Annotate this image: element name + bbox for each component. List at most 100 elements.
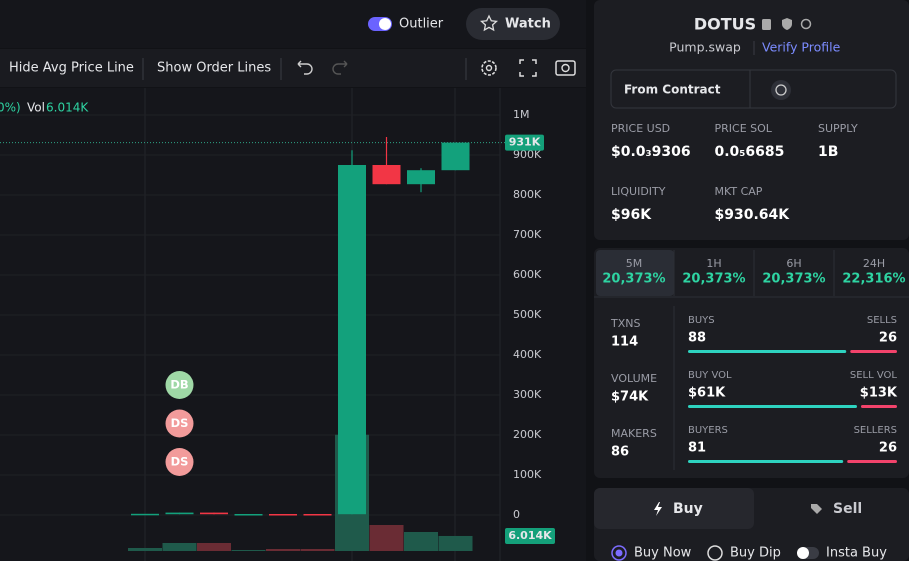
change-value: 20,373% (602, 272, 665, 287)
trade-marker-label: DS (171, 455, 189, 469)
candle-body (234, 514, 263, 516)
y-tick-label: 1M (513, 108, 530, 121)
price-label-bg (505, 134, 544, 151)
candle-body (131, 513, 159, 516)
radio-dot (615, 549, 623, 557)
flow-right-label: SELLS (867, 315, 897, 326)
volume-bar (300, 549, 335, 551)
y-tick-label: 800K (513, 188, 542, 201)
search-icon[interactable] (800, 18, 812, 30)
radio[interactable] (707, 545, 723, 561)
candle-body (200, 512, 228, 515)
candle-body (407, 170, 435, 185)
y-tick-label: 0 (513, 508, 520, 521)
watch-label[interactable]: Watch (505, 17, 551, 32)
y-tick-label: 100K (513, 468, 542, 481)
y-tick-label: 400K (513, 348, 542, 361)
order-lines-button[interactable]: Show Order Lines (157, 61, 271, 76)
change-value: 22,316% (842, 272, 905, 287)
globe-button[interactable] (771, 80, 791, 100)
legend-cut: 0%) (0, 101, 21, 115)
shield-icon[interactable] (782, 18, 792, 30)
y-tick-label: 700K (513, 228, 542, 241)
y-tick-label: 600K (513, 268, 542, 281)
flows: TXNS 114 BUYS SELLS 88 26 VOLUME $74K BUY VOL SEL… (610, 315, 898, 463)
flow-label: TXNS (610, 317, 640, 330)
source-label: From Contract (624, 83, 721, 97)
chart-area (0, 88, 586, 561)
stat-value: $96K (611, 207, 652, 223)
buy-tab-label[interactable]: Buy (673, 501, 703, 517)
globe-icon (775, 84, 787, 96)
trade-marker-label: DS (171, 416, 189, 430)
redo-icon[interactable] (332, 60, 348, 75)
price-label: 931K (509, 136, 541, 149)
flow-total: 114 (611, 335, 638, 350)
volume-bar (266, 549, 300, 551)
flow-left-value: 81 (688, 441, 706, 456)
toolbar (0, 49, 586, 87)
flow-left-label: BUYS (688, 315, 715, 326)
flow-left-value: $61K (688, 386, 726, 401)
settings-icon[interactable] (481, 60, 497, 76)
flow-bar-sell (847, 460, 897, 463)
fullscreen-icon[interactable] (519, 59, 537, 77)
flow-left-label: BUYERS (688, 425, 728, 436)
candle-body (303, 514, 332, 516)
candle-body (269, 514, 297, 516)
flow-bar-sell (860, 405, 897, 408)
candle-body (338, 165, 366, 515)
option-buy-dip[interactable]: Buy Dip (730, 546, 781, 561)
y-tick-label: 200K (513, 428, 542, 441)
legend-vol: Vol (27, 101, 45, 115)
change-period: 5M (626, 257, 643, 270)
tag-icon (811, 504, 822, 514)
volume-bar (128, 548, 162, 551)
volume-bar (197, 543, 231, 551)
legend-vol-value: 6.014K (46, 101, 89, 115)
changes: 5M 20,373% 1H 20,373% 6H 20,373% 24H 22,316% (596, 250, 906, 296)
verify-link[interactable]: Verify Profile (762, 40, 841, 55)
toggle-knob (797, 547, 809, 559)
trade-marker (165, 448, 194, 476)
option-buy-now[interactable]: Buy Now (634, 546, 692, 561)
y-tick-label: 500K (513, 308, 542, 321)
stat-value: 1B (818, 144, 838, 160)
flow-left-label: BUY VOL (688, 370, 732, 381)
volume-label: 6.014K (508, 529, 552, 542)
flow-left-value: 88 (688, 331, 706, 346)
settings-icon-core (485, 64, 493, 72)
change-period: 6H (786, 257, 801, 270)
flow-total: 86 (611, 445, 629, 460)
flow-label: VOLUME (611, 372, 657, 385)
flow-right-value: 26 (879, 441, 897, 456)
stat-label: MKT CAP (715, 185, 763, 198)
buy-tab[interactable] (594, 488, 754, 529)
volume-bar (369, 525, 404, 551)
activity-card (594, 248, 909, 478)
stats: PRICE USD $0.0₃9306 PRICE SOL 0.0₅6685 SUPPL… (611, 122, 858, 223)
flow-right-value: 26 (879, 331, 897, 346)
toggle-label[interactable]: Outlier (399, 17, 444, 32)
stat-value: 0.0₅6685 (715, 144, 785, 160)
avg-line-button[interactable]: Hide Avg Price Line (9, 61, 134, 76)
copy-icon[interactable] (762, 19, 771, 30)
stat-value: $930.64K (715, 207, 791, 223)
dex-name: Pump.swap (669, 40, 741, 55)
undo-icon[interactable] (297, 60, 313, 75)
change-tab-active (596, 250, 674, 296)
sell-tab-label[interactable]: Sell (833, 501, 862, 517)
camera-icon[interactable] (555, 60, 576, 76)
y-tick-label: 300K (513, 388, 542, 401)
stat-label: LIQUIDITY (611, 185, 666, 198)
option-insta-buy[interactable]: Insta Buy (826, 546, 887, 561)
change-value: 20,373% (682, 272, 745, 287)
change-period: 1H (706, 257, 721, 270)
volume-bar (231, 550, 266, 551)
trade-marker-label: DB (170, 378, 188, 392)
star-icon (479, 14, 499, 32)
token-card (594, 0, 909, 240)
volume-bar (162, 543, 197, 551)
radio-selected[interactable] (611, 545, 627, 561)
